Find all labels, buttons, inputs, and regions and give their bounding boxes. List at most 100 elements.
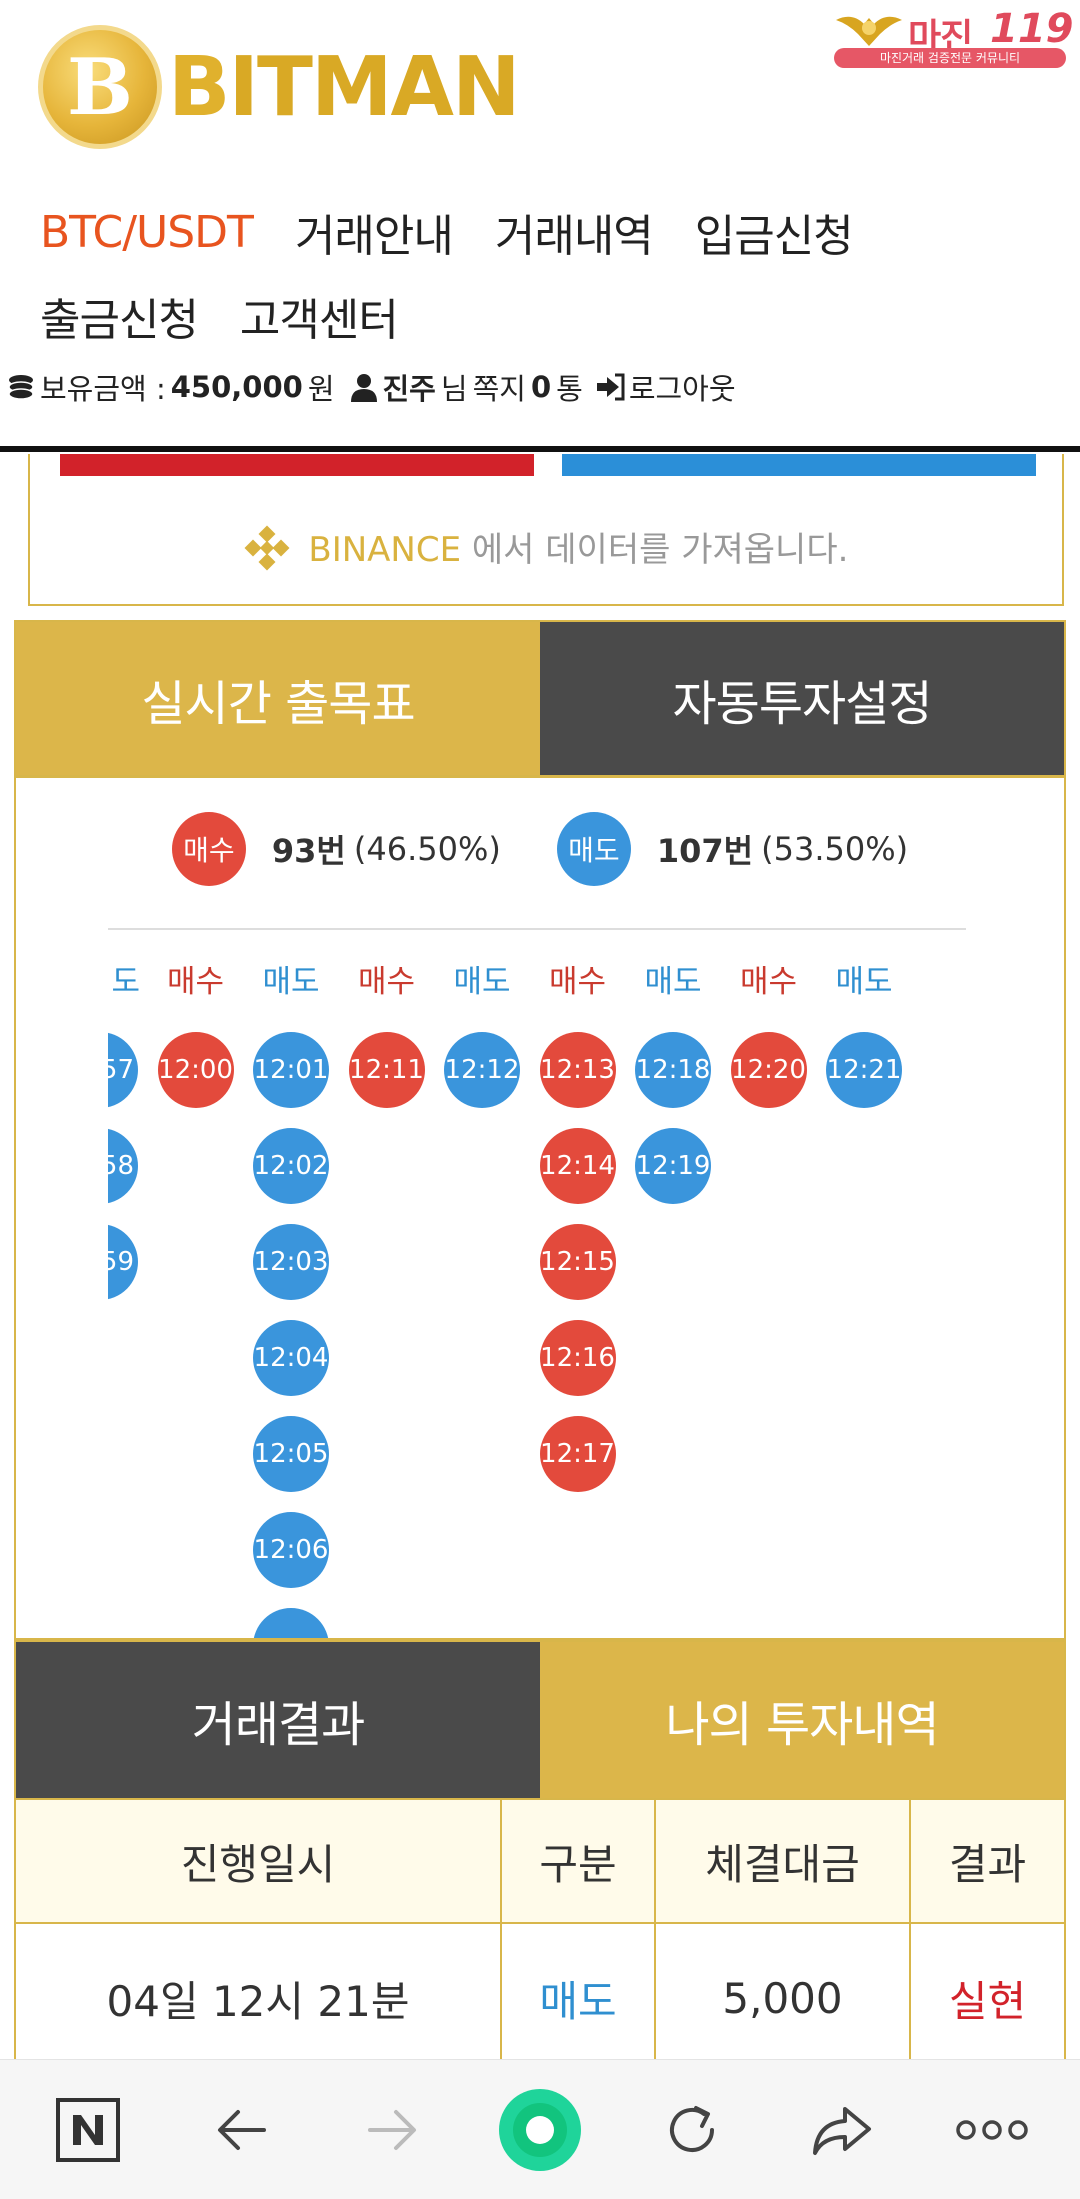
stats-divider — [108, 928, 966, 930]
time-dot: 12:01 — [253, 1032, 329, 1108]
logo-wordmark: BITMAN — [168, 39, 521, 135]
time-dot: :59 — [108, 1224, 138, 1300]
time-dot: 12:12 — [444, 1032, 520, 1108]
time-dot: 12:15 — [539, 1224, 616, 1300]
nav-row-2: 출금신청 고객센터 — [40, 274, 1060, 358]
tab-realtime-chart[interactable]: 실시간 출목표 — [16, 622, 540, 775]
result-column: 매수 12:11 — [347, 952, 427, 1108]
naver-n-icon[interactable] — [46, 2088, 130, 2172]
partner-tagline: 마진거래 검증전문 커뮤니티 — [834, 48, 1066, 68]
messages-unit: 통 — [556, 372, 583, 406]
sell-stat: 매도 107번 (53.50%) — [556, 812, 909, 886]
partner-badge[interactable]: 마진 119 마진거래 검증전문 커뮤니티 — [834, 6, 1074, 68]
nav-item-support[interactable]: 고객센터 — [239, 295, 399, 346]
column-header: 매도 — [835, 964, 893, 1000]
eagle-emblem-icon — [834, 10, 904, 50]
time-dot: 12:03 — [253, 1224, 329, 1300]
row-date: 04일 12시 21분 — [16, 1924, 502, 2074]
sell-percent: (53.50%) — [761, 830, 909, 868]
result-column: 매도 12:01 12:02 12:03 12:04 12:05 12:06 — [251, 952, 331, 1638]
buy-percent: (46.50%) — [353, 830, 501, 868]
buy-button[interactable] — [60, 454, 534, 476]
time-dot: 12:16 — [539, 1320, 616, 1396]
buy-pill: 매수 — [171, 812, 246, 886]
logo-wordmark-accent: B — [168, 39, 230, 135]
column-header: 매수 — [357, 964, 416, 1000]
bitman-logo[interactable]: B BITMAN — [38, 22, 521, 152]
column-header: 매도 — [453, 964, 511, 1000]
back-arrow-icon[interactable] — [200, 2088, 284, 2172]
user-honorific: 님 — [440, 372, 468, 406]
time-dot: 12:11 — [348, 1032, 425, 1108]
realtime-panel: 실시간 출목표 자동투자설정 매수 93번 (46.50%) 매도 107번 (… — [14, 620, 1066, 1640]
coins-icon — [6, 372, 36, 402]
result-column: 도:57:58:59 — [108, 952, 140, 1300]
result-stats: 매수 93번 (46.50%) 매도 107번 (53.50%) — [16, 812, 1064, 886]
tab-my-investments[interactable]: 나의 투자내역 — [540, 1642, 1064, 1798]
header-amount: 체결대금 — [656, 1800, 911, 1924]
history-table: 진행일시 구분 체결대금 결과 04일 12시 21분 매도 5,000 실현 — [14, 1800, 1066, 2074]
forward-arrow-icon[interactable] — [350, 2088, 434, 2172]
nav-row-1: BTC/USDT 거래안내 거래내역 입금신청 — [40, 190, 1060, 274]
partner-number: 119 — [990, 6, 1074, 52]
balance-unit: 원 — [307, 372, 335, 406]
balance-label: 보유금액 : — [40, 372, 166, 406]
time-dot: 12:06 — [253, 1512, 329, 1588]
share-icon[interactable] — [800, 2088, 884, 2172]
messages-count[interactable]: 0 — [530, 370, 552, 404]
binance-text: 에서 데이터를 가져옵니다. — [471, 530, 849, 570]
time-dot: 12:13 — [539, 1032, 616, 1108]
balance-value: 450,000 — [170, 370, 303, 404]
sell-button[interactable] — [562, 454, 1036, 476]
logout-link[interactable]: 로그아웃 — [628, 372, 736, 406]
panel-tabs: 실시간 출목표 자동투자설정 — [16, 622, 1064, 778]
logout-icon[interactable] — [595, 372, 625, 402]
row-amount: 5,000 — [656, 1924, 911, 2074]
column-header: 매도 — [644, 964, 702, 1000]
result-column: 매수 12:20 — [729, 952, 809, 1108]
user-info-bar: 보유금액 : 450,000 원 진주 님 쪽지 0 통 로그아웃 — [6, 365, 736, 409]
messages-label[interactable]: 쪽지 — [472, 372, 526, 406]
buy-count: 93번 — [271, 832, 346, 870]
nav-item-deposit[interactable]: 입금신청 — [694, 211, 854, 262]
bitcoin-coin-icon: B — [38, 25, 162, 149]
time-dot: 12:17 — [539, 1416, 616, 1492]
time-dot: 12:18 — [635, 1032, 711, 1108]
header-result: 결과 — [911, 1800, 1064, 1924]
refresh-icon[interactable] — [650, 2088, 734, 2172]
result-column: 매도 12:12 — [442, 952, 522, 1108]
data-source-notice: BINANCE 에서 데이터를 가져옵니다. — [30, 522, 1062, 571]
time-dot: 12:00 — [157, 1032, 234, 1108]
logo-wordmark-rest: ITMAN — [228, 39, 521, 135]
tab-trade-results[interactable]: 거래결과 — [16, 1642, 540, 1798]
binance-logo-icon — [244, 525, 290, 571]
site-header: B BITMAN 마진 119 마진거래 검증전문 커뮤니티 BTC/USDT … — [0, 0, 1080, 452]
tab-auto-invest[interactable]: 자동투자설정 — [540, 622, 1064, 775]
result-grid[interactable]: 도:57:58:59 매수 12:00 매도 12:01 12:02 12:03 12:04 1… — [108, 952, 966, 1638]
user-name: 진주 — [382, 372, 436, 406]
nav-item-trade-history[interactable]: 거래내역 — [494, 211, 654, 262]
table-row: 04일 12시 21분 매도 5,000 실현 — [16, 1924, 1064, 2074]
time-dot: 12:21 — [826, 1032, 902, 1108]
nav-item-withdraw[interactable]: 출금신청 — [40, 295, 199, 346]
time-dot — [253, 1608, 329, 1638]
row-result: 실현 — [911, 1924, 1064, 2074]
result-column: 매수 12:00 — [156, 952, 236, 1108]
user-icon — [349, 372, 379, 402]
header-date: 진행일시 — [16, 1800, 502, 1924]
column-header: 도 — [111, 964, 140, 1000]
column-header: 매수 — [166, 964, 225, 1000]
browser-toolbar — [0, 2059, 1080, 2199]
buy-stat: 매수 93번 (46.50%) — [171, 812, 501, 886]
header-type: 구분 — [502, 1800, 656, 1924]
nav-item-btc-usdt[interactable]: BTC/USDT — [40, 206, 254, 258]
column-header: 매도 — [262, 964, 320, 1000]
result-column: 매도 12:21 — [824, 952, 904, 1108]
sell-count: 107번 — [656, 832, 754, 870]
nav-item-trade-guide[interactable]: 거래안내 — [294, 211, 454, 262]
main-nav: BTC/USDT 거래안내 거래내역 입금신청 출금신청 고객센터 — [40, 190, 1060, 358]
home-circle-icon[interactable] — [498, 2088, 582, 2172]
more-dots-icon[interactable] — [950, 2088, 1034, 2172]
data-source-box: BINANCE 에서 데이터를 가져옵니다. — [28, 454, 1064, 606]
column-header: 매수 — [548, 964, 607, 1000]
